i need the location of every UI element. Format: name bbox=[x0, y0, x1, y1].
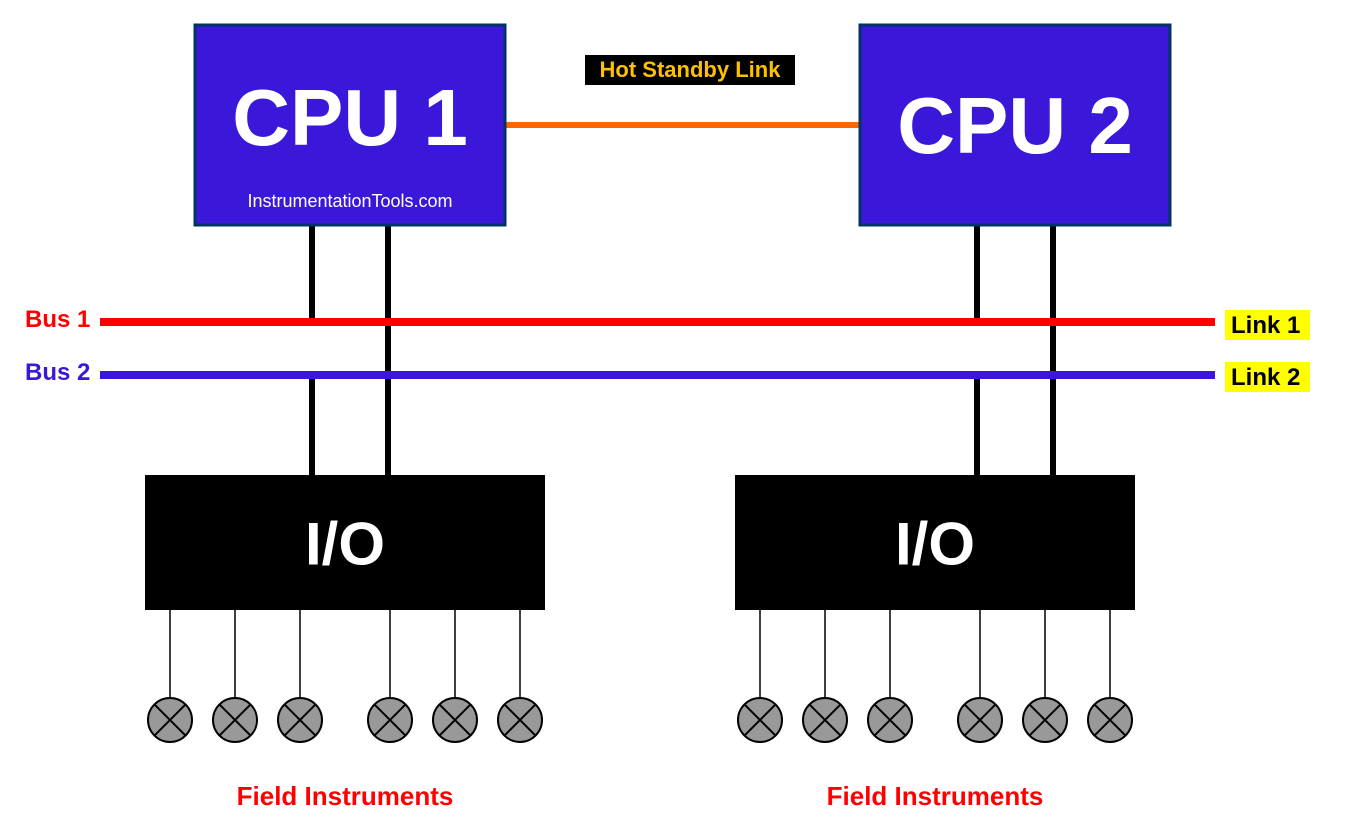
link1-label: Link 1 bbox=[1231, 312, 1300, 339]
bus2-label: Bus 2 bbox=[25, 359, 90, 386]
hot-standby-label: Hot Standby Link bbox=[600, 57, 782, 82]
io1-label: I/O bbox=[305, 511, 385, 578]
cpu2-label: CPU 2 bbox=[897, 81, 1133, 170]
link2-label: Link 2 bbox=[1231, 364, 1300, 391]
cpu1-label: CPU 1 bbox=[232, 73, 468, 162]
field-instruments-label-1: Field Instruments bbox=[237, 781, 454, 811]
io2-label: I/O bbox=[895, 511, 975, 578]
field-instruments-label-2: Field Instruments bbox=[827, 781, 1044, 811]
bus1-label: Bus 1 bbox=[25, 306, 90, 333]
cpu1-sublabel: InstrumentationTools.com bbox=[247, 191, 452, 211]
